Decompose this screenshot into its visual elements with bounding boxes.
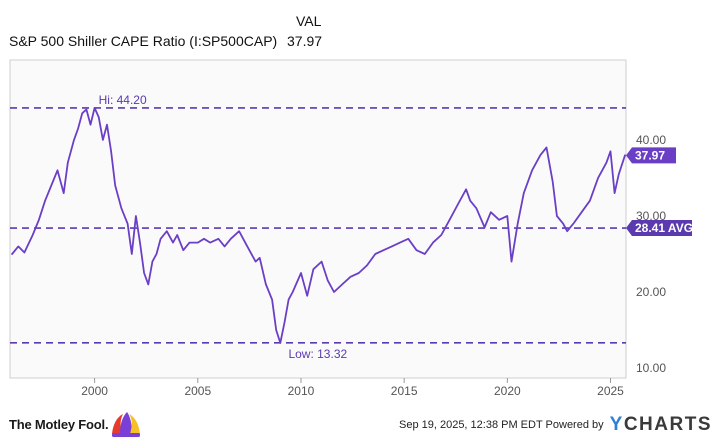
series-value: 37.97: [287, 33, 323, 49]
timestamp: Sep 19, 2025, 12:38 PM EDT Powered by: [398, 419, 604, 431]
plot-area: [9, 59, 627, 379]
current-value-tag-label: 37.97: [635, 148, 665, 162]
ycharts-logo: YCHARTS: [610, 414, 712, 436]
cape-ratio-chart: 2000 2005 2010 2015 2020 2025 10.00 20.00 30.00 4…: [9, 59, 693, 398]
x-tick-label-2005: 2005: [184, 384, 211, 398]
ycharts-logo-rest: CHARTS: [623, 414, 712, 435]
y-tick-label-30.00: 30.00: [636, 209, 666, 223]
avg-tag-label: 28.41 AVG: [635, 221, 693, 235]
x-tick-label-2010: 2010: [288, 384, 315, 398]
x-tick-label-2000: 2000: [81, 384, 108, 398]
x-tick-label-2020: 2020: [494, 384, 521, 398]
reference-label-0: Hi: 44.20: [99, 93, 147, 107]
attribution: Sep 19, 2025, 12:38 PM EDT Powered by YC…: [399, 414, 712, 436]
y-tick-label-40.00: 40.00: [636, 133, 666, 147]
series-name: S&P 500 Shiller CAPE Ratio (I:SP500CAP): [9, 33, 278, 49]
current-value-tag-bg: [626, 147, 676, 164]
x-tick-label-2015: 2015: [391, 384, 418, 398]
reference-label-2: Low: 13.32: [288, 347, 347, 361]
y-tick-label-10.00: 10.00: [636, 361, 666, 375]
y-tick-label-20.00: 20.00: [636, 285, 666, 299]
ycharts-logo-initial: Y: [609, 414, 624, 435]
x-tick-label-2025: 2025: [597, 384, 624, 398]
brand-name: The Motley Fool.: [9, 416, 109, 432]
value-column-label: VAL: [296, 13, 322, 29]
motley-fool-logo: The Motley Fool.: [9, 410, 143, 438]
avg-tag: 28.41 AVG: [626, 220, 693, 237]
series-line-0: [11, 107, 626, 344]
avg-tag-bg: [626, 220, 692, 237]
jester-hat-icon: [112, 412, 141, 437]
current-value-tag: 37.97: [626, 147, 676, 164]
